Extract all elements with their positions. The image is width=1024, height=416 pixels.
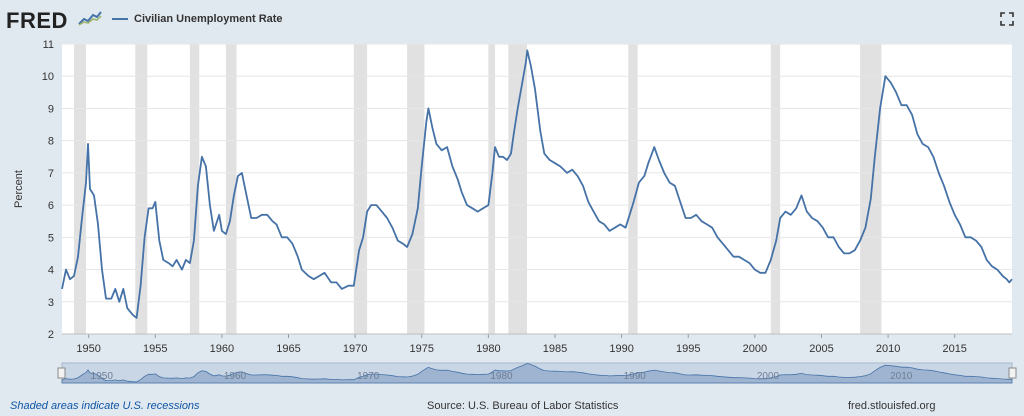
recession-band <box>770 44 781 334</box>
recession-band <box>407 44 425 334</box>
graph-header: FRED Civilian Unemployment Rate <box>0 0 1024 40</box>
navigator-left-handle[interactable] <box>57 367 66 379</box>
x-tick-label: 1955 <box>143 343 167 355</box>
recession-note-link[interactable]: Shaded areas indicate U.S. recessions <box>10 400 200 412</box>
recession-band <box>225 44 237 334</box>
fullscreen-icon[interactable] <box>1000 12 1014 26</box>
legend-swatch <box>112 18 128 20</box>
chart-area: 2 3 4 5 6 7 8 9 10 11 1950 1955 1960 1965 1970 1975 1980… <box>13 39 1013 355</box>
plot-background <box>62 44 1012 334</box>
recession-band <box>73 44 86 334</box>
navigator-label: 1950 <box>91 371 114 382</box>
legend-label: Civilian Unemployment Rate <box>134 13 283 25</box>
y-tick-label: 2 <box>48 329 54 341</box>
x-tick-label: 1980 <box>476 343 500 355</box>
y-tick-label: 8 <box>48 136 54 148</box>
y-tick-label: 10 <box>42 71 54 83</box>
x-tick-label: 2005 <box>809 343 833 355</box>
chart-legend: Civilian Unemployment Rate <box>112 11 283 27</box>
x-tick-label: 2010 <box>876 343 900 355</box>
x-tick-label: 1960 <box>210 343 234 355</box>
range-navigator[interactable]: 1950 1960 1970 1980 1990 2000 2010 <box>0 360 1024 388</box>
x-tick-label: 1950 <box>76 343 100 355</box>
x-tick-label: 2000 <box>743 343 767 355</box>
y-tick-label: 4 <box>48 265 54 277</box>
x-tick-label: 1985 <box>543 343 567 355</box>
fred-graph-icon <box>78 11 102 26</box>
y-tick-label: 3 <box>48 297 54 309</box>
navigator-label: 2000 <box>757 371 780 382</box>
navigator-right-handle[interactable] <box>1008 367 1017 379</box>
navigator-label: 1990 <box>624 371 647 382</box>
fred-logo[interactable]: FRED <box>6 8 68 33</box>
y-tick-label: 6 <box>48 200 54 212</box>
recession-band <box>508 44 528 334</box>
fred-url[interactable]: fred.stlouisfed.org <box>848 400 936 412</box>
unemployment-rate-line <box>61 49 1013 319</box>
navigator-label: 1980 <box>490 371 513 382</box>
recession-band <box>488 44 496 334</box>
y-tick-label: 11 <box>43 39 54 51</box>
x-tick-label: 1965 <box>276 343 300 355</box>
graph-footer: Shaded areas indicate U.S. recessions So… <box>0 398 1024 416</box>
recession-band <box>189 44 200 334</box>
x-tick-label: 1975 <box>410 343 434 355</box>
y-tick-label: 7 <box>48 168 54 180</box>
recession-band <box>628 44 638 334</box>
navigator-label: 2010 <box>890 371 913 382</box>
navigator-label: 1960 <box>224 371 247 382</box>
source-text: Source: U.S. Bureau of Labor Statistics <box>427 400 619 412</box>
y-tick-label: 9 <box>48 103 54 115</box>
y-tick-label: 5 <box>48 232 54 244</box>
x-tick-label: 2015 <box>942 343 966 355</box>
recession-band <box>135 44 148 334</box>
x-tick-label: 1970 <box>343 343 367 355</box>
navigator-series-area <box>61 362 1013 384</box>
y-axis-label: Percent <box>13 170 25 208</box>
navigator-label: 1970 <box>357 371 380 382</box>
x-tick-label: 1995 <box>676 343 700 355</box>
x-tick-label: 1990 <box>609 343 633 355</box>
recession-band <box>353 44 368 334</box>
recession-band <box>860 44 882 334</box>
